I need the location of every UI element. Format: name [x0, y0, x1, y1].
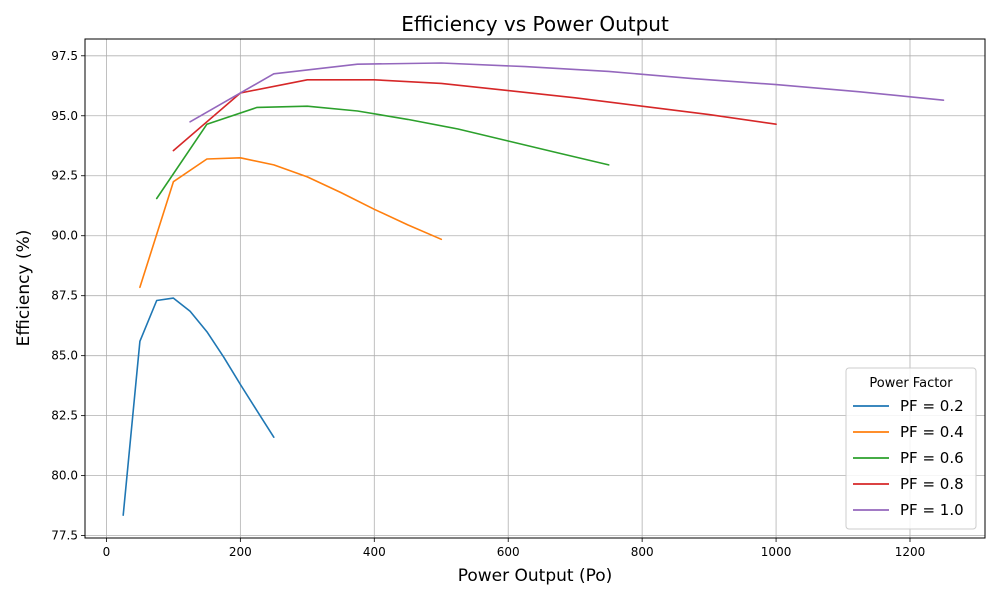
y-tick-label: 82.5 — [51, 409, 78, 423]
series-line-5 — [189, 62, 945, 123]
y-tick-label: 77.5 — [51, 529, 78, 543]
legend-label-3: PF = 0.6 — [900, 449, 964, 467]
chart-title: Efficiency vs Power Output — [401, 12, 669, 36]
y-tick-label: 95.0 — [51, 109, 78, 123]
y-tick-label: 97.5 — [51, 49, 78, 63]
y-axis-label: Efficiency (%) — [14, 230, 34, 347]
y-tick-label: 92.5 — [51, 169, 78, 183]
series-line-1 — [122, 297, 275, 517]
legend: Power Factor PF = 0.2PF = 0.4PF = 0.6PF … — [845, 367, 977, 530]
legend-box — [845, 367, 977, 530]
x-tick-label: 0 — [103, 545, 111, 559]
legend-label-4: PF = 0.8 — [900, 475, 964, 493]
legend-items: PF = 0.2 PF = 0.4 PF = 0.6 PF = 0.8 PF = 1.0 — [853, 397, 964, 519]
y-tick-label: 90.0 — [51, 229, 78, 243]
x-tick-label: 400 — [363, 545, 386, 559]
x-tick-label: 1000 — [761, 545, 792, 559]
legend-title: Power Factor — [869, 376, 953, 391]
y-tick-label: 85.0 — [51, 349, 78, 363]
y-tick-label: 87.5 — [51, 289, 78, 303]
y-tick-label: 80.0 — [51, 469, 78, 483]
plot-frame — [84, 38, 986, 539]
series-line-2 — [139, 157, 443, 289]
x-tick-label: 600 — [497, 545, 520, 559]
x-axis-label: Power Output (Po) — [458, 566, 613, 586]
legend-label-1: PF = 0.2 — [900, 397, 964, 415]
grid — [85, 39, 985, 538]
series-lines — [122, 62, 945, 517]
x-tick-label: 200 — [229, 545, 252, 559]
axis-ticks: 0 200 400 600 800 1000 1200 77.5 80.0 82.5 85.0 87.… — [51, 49, 925, 559]
x-tick-label: 800 — [631, 545, 654, 559]
legend-label-5: PF = 1.0 — [900, 501, 964, 519]
series-line-4 — [172, 79, 777, 152]
series-line-3 — [155, 105, 610, 200]
legend-label-2: PF = 0.4 — [900, 423, 964, 441]
x-tick-label: 1200 — [895, 545, 926, 559]
